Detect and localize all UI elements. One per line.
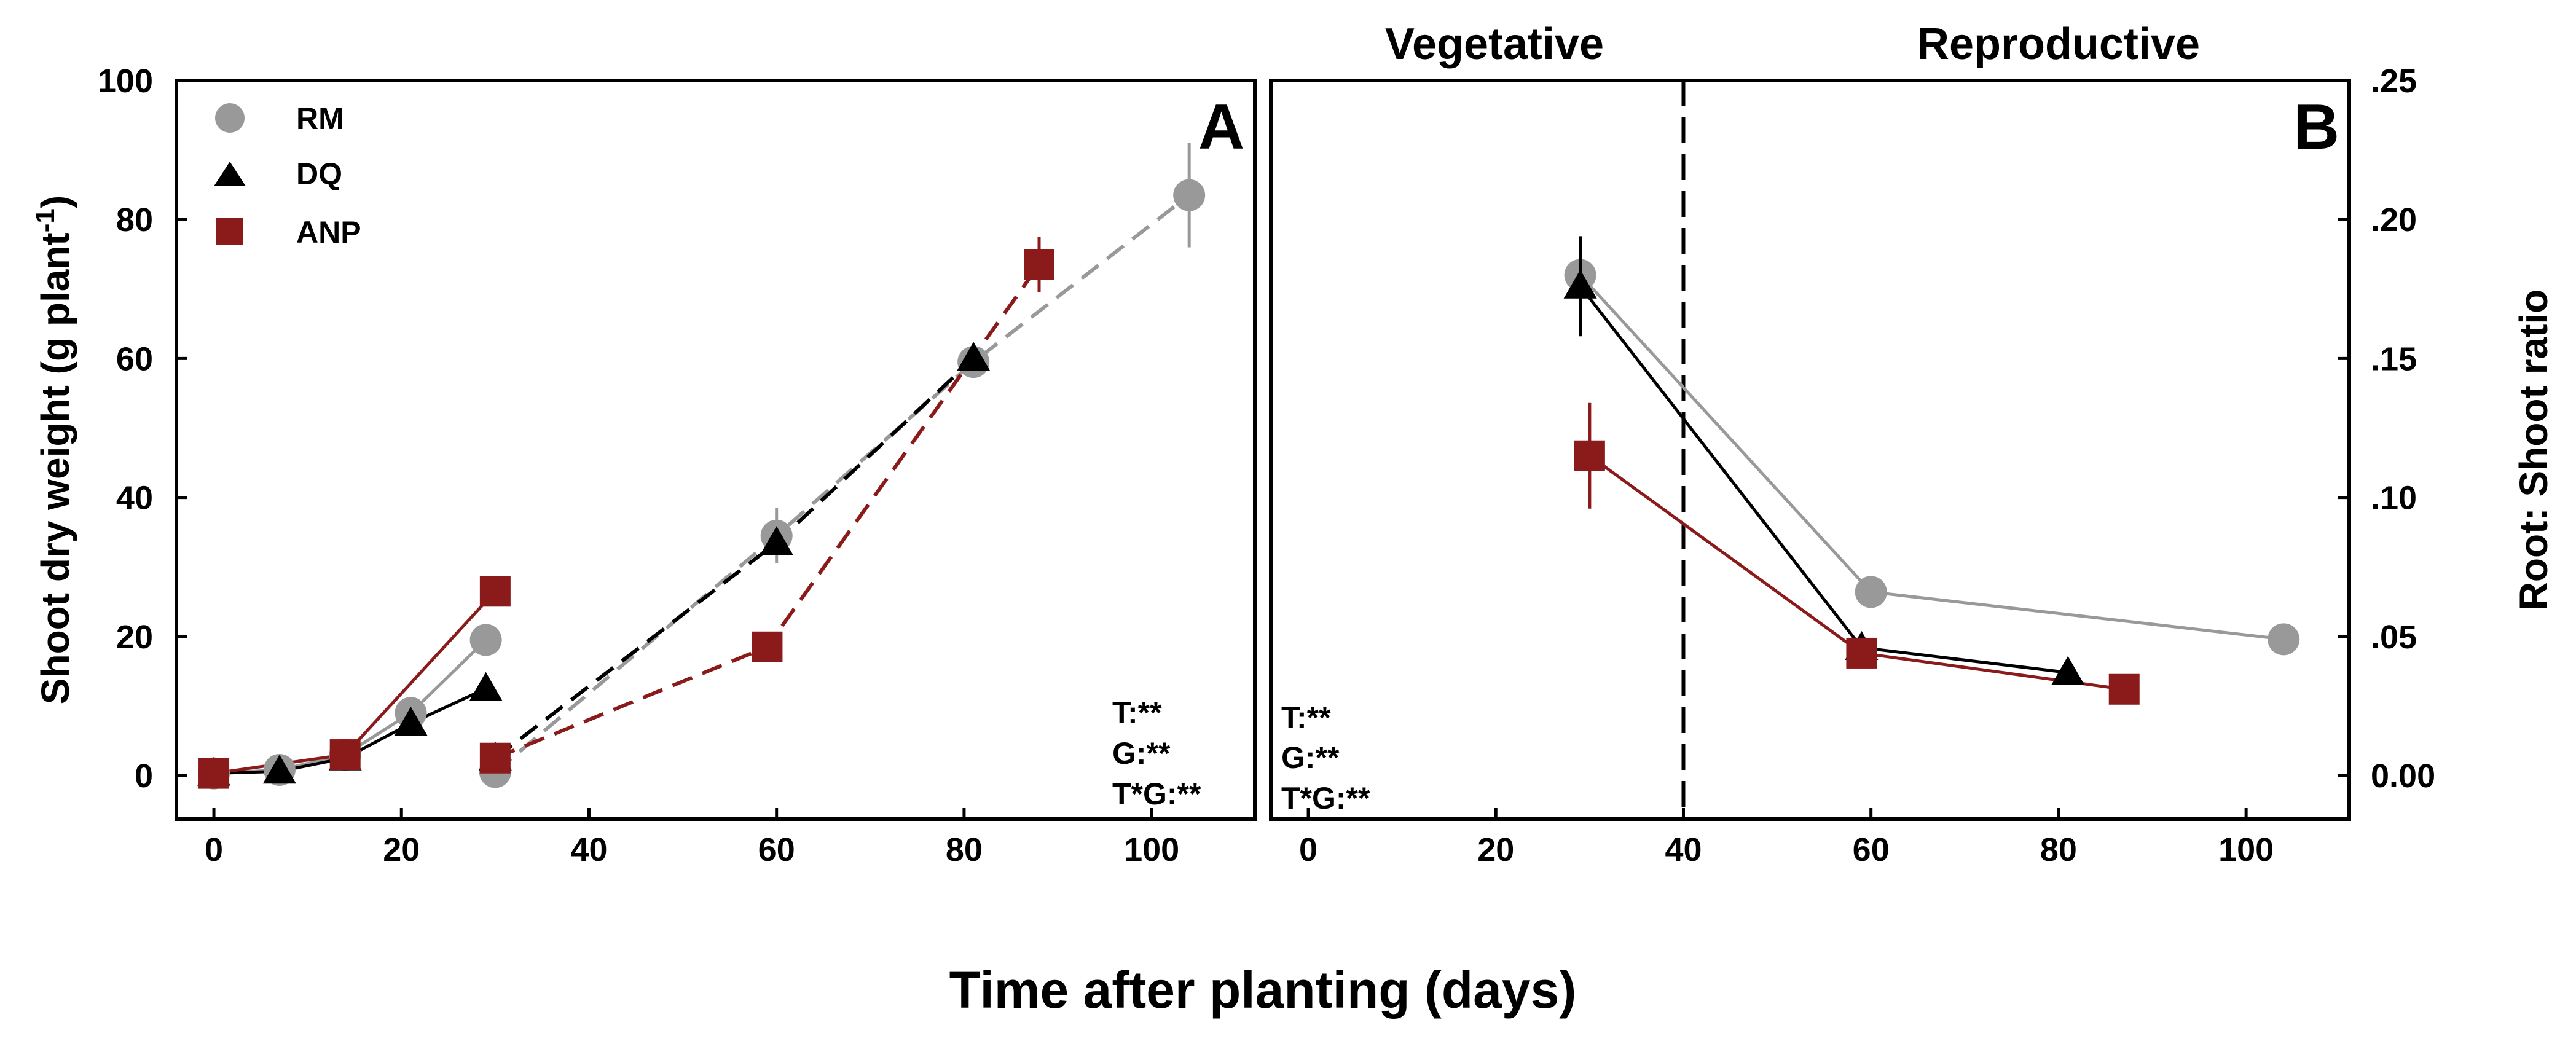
- panel-b-series-dq-point-0-0: [1563, 269, 1597, 299]
- legend-label-rm: RM: [296, 101, 344, 136]
- panel-b-y-tick-label-0: 0.00: [2371, 758, 2435, 795]
- panel-a-x-tick-label-1: 20: [383, 831, 420, 868]
- panel-a-x-tick-label-3: 60: [758, 831, 795, 868]
- legend-marker-anp: [216, 218, 243, 245]
- panel-a-series-anp-point-1-1: [752, 631, 783, 662]
- legend-label-dq: DQ: [296, 157, 342, 191]
- panel-b-x-tick-label-5: 100: [2218, 831, 2274, 868]
- panel-a-series-dq-point-0-4: [469, 672, 503, 701]
- panel-a-y-tick-label-2: 40: [116, 480, 153, 517]
- panel-a-letter: A: [1198, 92, 1244, 163]
- panel-a-series-anp-line-1: [494, 263, 1041, 760]
- panel-b-y-tick-label-2: .10: [2371, 480, 2417, 517]
- panel-a-series-rm-point-1-3: [1173, 179, 1206, 211]
- legend-marker-dq: [214, 162, 246, 186]
- panel-b-y-tick-label-1: .05: [2371, 619, 2417, 656]
- panel-b-x-tick-label-1: 20: [1477, 831, 1514, 868]
- phase-label-vegetative: Vegetative: [1385, 20, 1604, 69]
- panel-a-series-dq-line-1: [494, 357, 975, 760]
- panel-a-stat-txg: T*G:**: [1112, 777, 1201, 811]
- phase-label-reproductive: Reproductive: [1917, 20, 2200, 69]
- panel-a-stat-t: T:**: [1112, 696, 1162, 730]
- panel-b-series-rm-point-0-2: [2268, 623, 2300, 656]
- panel-a-series-anp-point-1-0: [479, 742, 511, 774]
- panel-b-x-tick-label-0: 0: [1299, 831, 1317, 868]
- panel-a-series-dq-point-0-1: [262, 755, 296, 784]
- panel-b-series-rm-point-0-1: [1855, 576, 1887, 608]
- panel-b-series-anp-point-0-1: [1846, 637, 1877, 669]
- panel-a-series-anp-point-0-1: [329, 739, 361, 771]
- panel-a-y-axis-title: Shoot dry weight (g plant-1): [30, 195, 77, 704]
- panel-a-stat-g: G:**: [1112, 736, 1171, 771]
- panel-b-plot: 0 20 40 60 80 100 0.00 .05 .10 .15 .20 .25: [1299, 63, 2435, 868]
- panel-b-letter: B: [2293, 92, 2339, 163]
- panel-b-series-anp-point-0-0: [1574, 440, 1605, 471]
- panel-b-series-dq-line-0: [1579, 285, 2068, 675]
- panel-b-series-anp-point-0-2: [2108, 673, 2140, 705]
- legend-marker-rm: [215, 103, 245, 133]
- panel-a-frame: [175, 79, 1257, 821]
- panel-a-series-dq-point-1-1: [760, 526, 793, 555]
- panel-b-x-tick-label-2: 40: [1665, 831, 1702, 868]
- panel-a-series-dq-point-0-3: [394, 707, 428, 736]
- panel-b-stat-t: T:**: [1281, 701, 1331, 735]
- panel-b-y-tick-label-3: .15: [2371, 340, 2417, 377]
- panel-b-y-tick-label-5: .25: [2371, 63, 2417, 100]
- panel-a-x-tick-label-2: 40: [570, 831, 607, 868]
- panel-b-y-axis-title: Root: Shoot ratio: [2511, 289, 2556, 611]
- panel-a-y-tick-label-4: 80: [116, 202, 153, 238]
- panel-a-plot: 0 20 40 60 80 100 0 20 40 60 80 100: [98, 63, 1206, 868]
- panel-a-series-dq-point-1-2: [957, 342, 991, 371]
- panel-a-x-tick-label-0: 0: [205, 831, 223, 868]
- panel-a-series-anp-point-0-0: [198, 758, 230, 789]
- panel-b-series-dq-point-0-2: [2051, 656, 2085, 685]
- panel-a-x-tick-label-5: 100: [1124, 831, 1179, 868]
- panel-a-series-anp-point-0-2: [479, 576, 511, 607]
- panel-a-y-tick-label-0: 0: [135, 758, 153, 795]
- panel-a-series-rm-point-0-4: [469, 624, 502, 656]
- panel-a-y-tick-label-3: 60: [116, 340, 153, 377]
- panel-b-series-rm-line-0: [1579, 274, 2284, 641]
- panel-a-series-anp-point-1-2: [1024, 249, 1054, 280]
- legend: RM DQ ANP: [214, 101, 361, 249]
- panel-b-x-tick-label-3: 60: [1853, 831, 1890, 868]
- panel-b-y-tick-label-4: .20: [2371, 202, 2417, 238]
- legend-label-anp: ANP: [296, 215, 361, 249]
- x-axis-title: Time after planting (days): [949, 961, 1577, 1019]
- panel-b-stat-txg: T*G:**: [1281, 781, 1370, 815]
- panel-b-stat-g: G:**: [1281, 740, 1340, 775]
- panel-a-series-rm-line-1: [493, 194, 1191, 774]
- panel-b-x-tick-label-4: 80: [2040, 831, 2077, 868]
- panel-b-frame: [1269, 79, 2351, 821]
- panel-a-y-tick-label-5: 100: [98, 63, 153, 100]
- panel-a-x-tick-label-4: 80: [946, 831, 983, 868]
- panel-a-y-tick-label-1: 20: [116, 619, 153, 656]
